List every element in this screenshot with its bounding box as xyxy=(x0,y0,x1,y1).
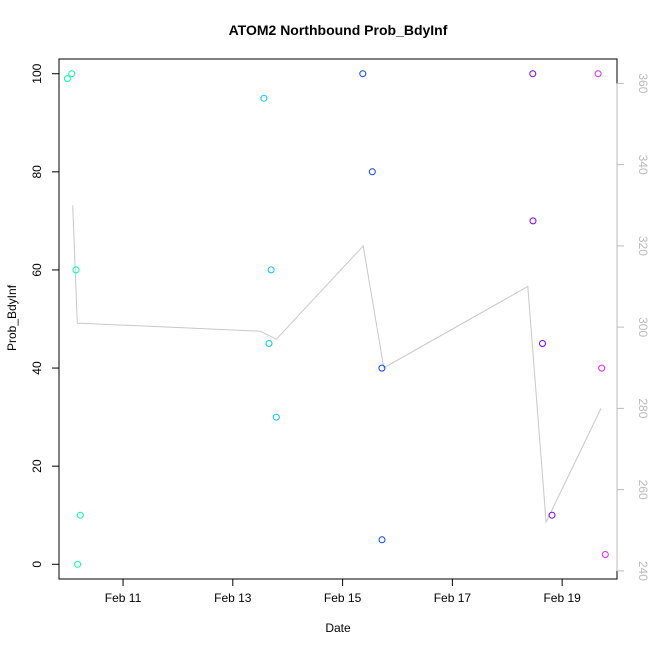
plot-frame xyxy=(58,58,618,580)
data-point xyxy=(368,168,376,176)
y2-tick-label: 240 xyxy=(636,561,650,581)
x-tick-label: Feb 11 xyxy=(105,591,142,605)
data-point xyxy=(548,511,556,519)
secondary-line-series xyxy=(72,205,602,524)
y-tick-label: 80 xyxy=(30,165,44,179)
data-point xyxy=(68,70,76,78)
x-axis: Feb 11 Feb 13 Feb 15 Feb 17 Feb 19 xyxy=(105,578,581,605)
y-tick-label: 60 xyxy=(30,263,44,277)
x-tick-label: Feb 17 xyxy=(434,591,472,605)
y-tick-label: 100 xyxy=(30,63,44,83)
points-layer xyxy=(63,70,609,568)
data-point xyxy=(529,217,537,225)
chart-title: ATOM2 Northbound Prob_BdyInf xyxy=(229,22,448,38)
y2-tick-label: 320 xyxy=(636,236,650,256)
y-axis-label: Prob_BdyInf xyxy=(5,284,19,351)
x-tick-label: Feb 13 xyxy=(214,591,252,605)
y2-tick-label: 340 xyxy=(636,155,650,175)
data-point xyxy=(63,75,71,83)
y2-tick-label: 260 xyxy=(636,480,650,500)
data-point xyxy=(272,413,280,421)
data-point xyxy=(74,560,82,568)
y-axis: 0 20 40 60 80 100 xyxy=(30,63,60,568)
data-point xyxy=(265,340,273,347)
x-axis-label: Date xyxy=(325,621,351,635)
data-point xyxy=(378,536,386,544)
data-point xyxy=(72,266,80,274)
y2-tick-label: 300 xyxy=(636,317,650,337)
y2-axis: 240 260 280 300 320 340 360 xyxy=(616,73,650,581)
data-point xyxy=(594,70,602,78)
x-tick-label: Feb 19 xyxy=(543,591,581,605)
y-tick-label: 20 xyxy=(30,459,44,473)
data-point xyxy=(598,364,606,372)
data-point xyxy=(539,340,546,347)
data-point xyxy=(359,70,367,78)
y2-tick-label: 280 xyxy=(636,398,650,418)
data-point xyxy=(601,551,609,558)
data-point xyxy=(76,511,84,519)
y2-tick-label: 360 xyxy=(636,73,650,93)
y-tick-label: 40 xyxy=(30,361,44,375)
data-point xyxy=(529,70,537,78)
data-point xyxy=(378,364,386,372)
x-tick-label: Feb 15 xyxy=(324,591,362,605)
series-line xyxy=(72,205,602,524)
data-point xyxy=(260,94,268,102)
y-tick-label: 0 xyxy=(30,561,44,568)
data-point xyxy=(267,266,275,274)
